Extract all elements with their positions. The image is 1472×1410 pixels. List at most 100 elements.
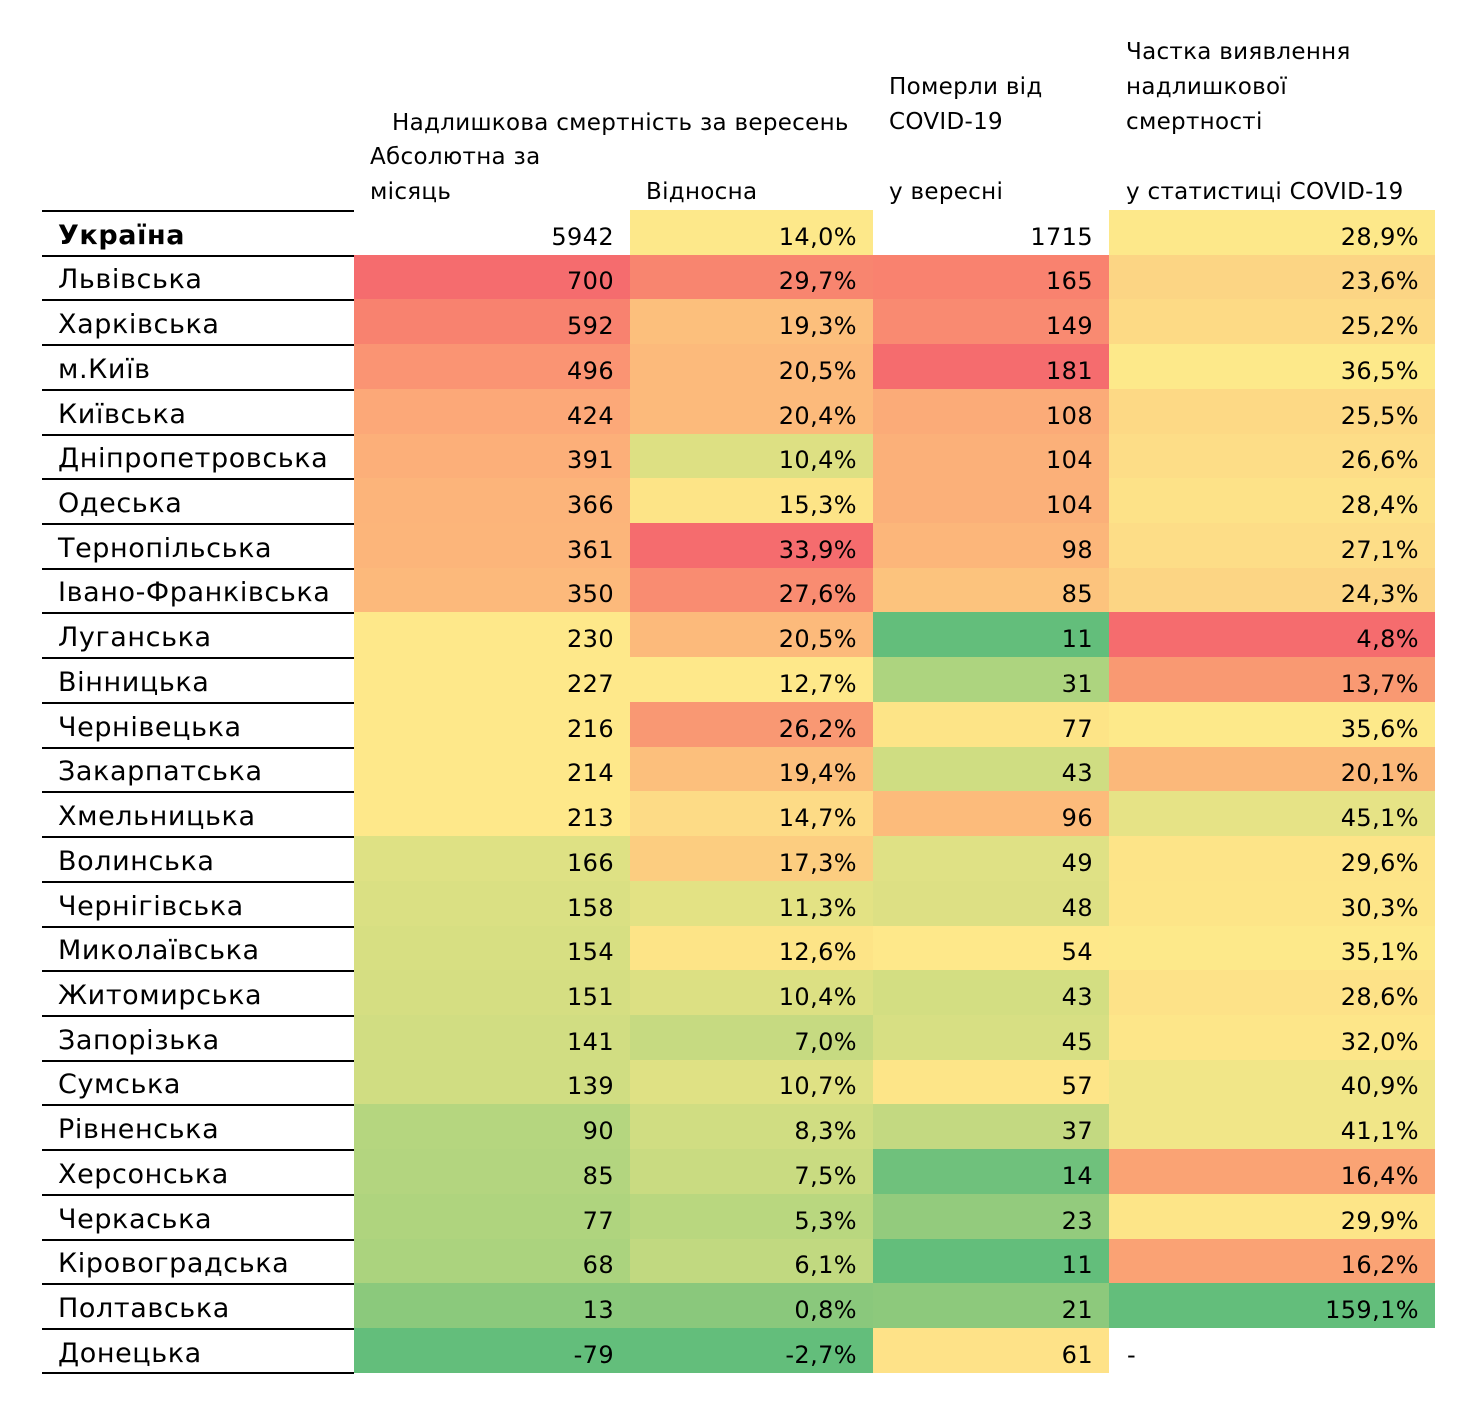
region-name: Черкаська <box>42 1193 354 1239</box>
covid-share: 35,6% <box>1109 701 1435 747</box>
table-row: Луганська 230 20,5% 11 4,8% <box>42 612 1435 658</box>
absolute-excess: 154 <box>354 925 630 971</box>
relative-excess: 26,2% <box>630 701 873 747</box>
absolute-excess: 5942 <box>354 210 630 255</box>
region-name: Рівненська <box>42 1104 354 1149</box>
covid-share: 16,2% <box>1109 1238 1435 1284</box>
region-name: Тернопільська <box>42 523 354 568</box>
relative-excess: 7,0% <box>630 1014 873 1060</box>
absolute-excess: 213 <box>354 791 630 837</box>
header-covid-line3: у вересні <box>889 179 1004 205</box>
covid-share: 36,5% <box>1109 344 1435 389</box>
header-covid-line2: COVID-19 <box>889 109 1003 135</box>
table-row: Львівська 700 29,7% 165 23,6% <box>42 254 1435 300</box>
covid-deaths: 37 <box>873 1104 1109 1150</box>
absolute-excess: 350 <box>354 567 630 613</box>
relative-excess: 14,7% <box>630 791 873 837</box>
covid-deaths: 54 <box>873 925 1109 971</box>
covid-share: 27,1% <box>1109 523 1435 568</box>
region-name: Чернігівська <box>42 880 354 926</box>
relative-excess: 27,6% <box>630 567 873 613</box>
covid-deaths: 11 <box>873 1238 1109 1284</box>
relative-excess: 10,4% <box>630 970 873 1015</box>
covid-share: 23,6% <box>1109 254 1435 300</box>
relative-excess: 6,1% <box>630 1238 873 1284</box>
table-row: Вінницька 227 12,7% 31 13,7% <box>42 657 1435 702</box>
covid-deaths: 149 <box>873 299 1109 345</box>
covid-deaths: 43 <box>873 970 1109 1015</box>
header-share-line3: смертності <box>1126 109 1263 135</box>
covid-deaths: 11 <box>873 612 1109 658</box>
absolute-excess: 391 <box>354 433 630 479</box>
region-name: Закарпатська <box>42 746 354 792</box>
absolute-excess: 214 <box>354 746 630 792</box>
region-name: Кіровоградська <box>42 1238 354 1284</box>
region-name: Київська <box>42 388 354 434</box>
covid-deaths: 61 <box>873 1328 1109 1373</box>
covid-share: 29,6% <box>1109 836 1435 881</box>
covid-deaths: 14 <box>873 1149 1109 1194</box>
covid-share: 40,9% <box>1109 1059 1435 1105</box>
covid-deaths: 77 <box>873 701 1109 747</box>
covid-deaths: 98 <box>873 523 1109 568</box>
header-share: Частка виявлення надлишкової смертності … <box>1126 35 1404 210</box>
relative-excess: 19,4% <box>630 746 873 792</box>
table-row: Івано-Франківська 350 27,6% 85 24,3% <box>42 567 1435 613</box>
region-name: Херсонська <box>42 1149 354 1194</box>
absolute-excess: -79 <box>354 1328 630 1373</box>
table-row: Дніпропетровська 391 10,4% 104 26,6% <box>42 433 1435 479</box>
covid-share: 29,9% <box>1109 1193 1435 1239</box>
covid-deaths: 49 <box>873 836 1109 881</box>
relative-excess: 8,3% <box>630 1104 873 1150</box>
absolute-excess: 13 <box>354 1283 630 1328</box>
relative-excess: 5,3% <box>630 1193 873 1239</box>
table-row: Донецька -79 -2,7% 61- <box>42 1328 1435 1373</box>
relative-excess: 10,4% <box>630 433 873 479</box>
region-name: Івано-Франківська <box>42 567 354 613</box>
covid-deaths: 43 <box>873 746 1109 792</box>
table-row: Чернігівська 158 11,3% 48 30,3% <box>42 880 1435 926</box>
absolute-excess: 227 <box>354 657 630 702</box>
table-row: Хмельницька 213 14,7% 96 45,1% <box>42 791 1435 837</box>
absolute-excess: 700 <box>354 254 630 300</box>
region-name: Хмельницька <box>42 791 354 836</box>
absolute-excess: 230 <box>354 612 630 658</box>
table-row: Полтавська 13 0,8% 21 159,1% <box>42 1283 1435 1328</box>
header-absolute-line2: місяць <box>370 179 452 205</box>
covid-share: 28,9% <box>1109 210 1435 255</box>
absolute-excess: 496 <box>354 344 630 389</box>
table-row: Одеська 366 15,3% 104 28,4% <box>42 478 1435 524</box>
absolute-excess: 151 <box>354 970 630 1015</box>
absolute-excess: 141 <box>354 1014 630 1060</box>
absolute-excess: 592 <box>354 299 630 345</box>
table-row: Запорізька 141 7,0% 45 32,0% <box>42 1014 1435 1060</box>
absolute-excess: 158 <box>354 880 630 926</box>
table-row: м.Київ 496 20,5% 181 36,5% <box>42 344 1435 389</box>
covid-share: 41,1% <box>1109 1104 1435 1150</box>
covid-deaths: 1715 <box>873 210 1109 255</box>
header-absolute-line1: Абсолютна за <box>370 144 541 170</box>
covid-share: 28,4% <box>1109 478 1435 524</box>
table-bottom-border <box>42 1371 354 1374</box>
covid-share: 13,7% <box>1109 657 1435 702</box>
region-name: Чернівецька <box>42 701 354 747</box>
table-row: Кіровоградська 68 6,1% 11 16,2% <box>42 1238 1435 1284</box>
table-row: Житомирська 151 10,4% 43 28,6% <box>42 970 1435 1015</box>
table-row: Київська 424 20,4% 108 25,5% <box>42 388 1435 434</box>
region-name: Луганська <box>42 612 354 657</box>
header-absolute: Абсолютна за місяць <box>370 140 540 210</box>
covid-deaths: 23 <box>873 1193 1109 1239</box>
covid-share: 20,1% <box>1109 746 1435 792</box>
covid-deaths: 57 <box>873 1059 1109 1105</box>
covid-share: 28,6% <box>1109 970 1435 1015</box>
table-row: Волинська 166 17,3% 49 29,6% <box>42 836 1435 881</box>
covid-share: 24,3% <box>1109 567 1435 613</box>
covid-share: 159,1% <box>1109 1283 1435 1328</box>
table-row: Сумська 139 10,7% 57 40,9% <box>42 1059 1435 1105</box>
absolute-excess: 90 <box>354 1104 630 1150</box>
relative-excess: 19,3% <box>630 299 873 345</box>
header-share-line4: у статистиці COVID-19 <box>1126 179 1404 205</box>
covid-share: 4,8% <box>1109 612 1435 658</box>
region-name: Миколаївська <box>42 925 354 971</box>
relative-excess: 12,7% <box>630 657 873 702</box>
